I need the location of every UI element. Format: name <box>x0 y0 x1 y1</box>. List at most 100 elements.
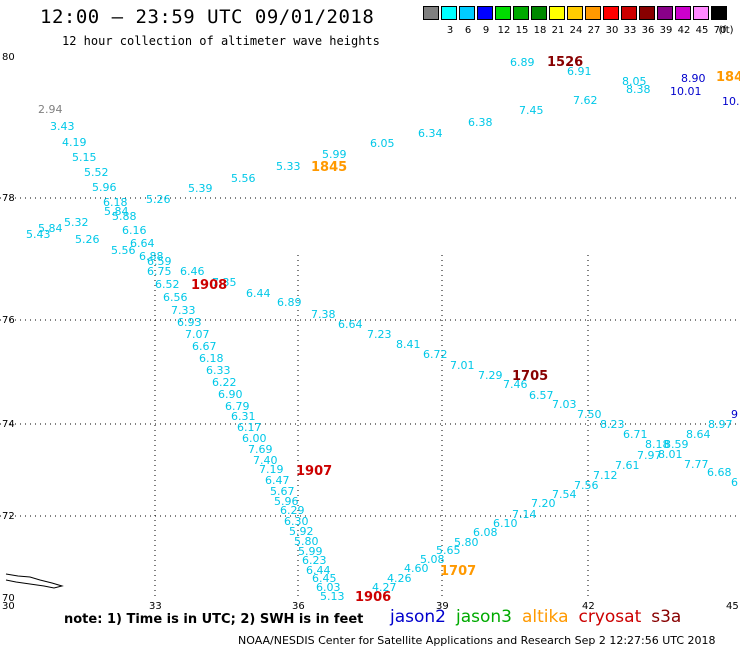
swh-value: 6.91 <box>567 65 592 78</box>
map-title: 12:00 — 23:59 UTC 09/01/2018 <box>40 6 375 28</box>
pass-time: 1526 <box>547 55 583 70</box>
credits-footer: NOAA/NESDIS Center for Satellite Applica… <box>238 634 716 647</box>
swh-value: 6.64 <box>338 318 363 331</box>
swh-value: 7.12 <box>593 469 618 482</box>
swh-value: 7.61 <box>615 459 640 472</box>
swh-value: 5.65 <box>436 544 461 557</box>
scale-swatch <box>567 6 583 20</box>
swh-value: 7.01 <box>450 359 475 372</box>
scale-swatch <box>585 6 601 20</box>
swh-value: 6.88 <box>139 250 164 263</box>
lat-label: 70 <box>2 593 15 604</box>
swh-value: 2.94 <box>38 103 63 116</box>
swh-value: 6.79 <box>225 400 250 413</box>
swh-value: 7.56 <box>574 479 599 492</box>
swh-value: 6.64 <box>130 237 155 250</box>
scale-swatch <box>459 6 475 20</box>
pass-time: 1907 <box>296 464 332 479</box>
scale-label: 6 <box>464 25 472 36</box>
swh-value: 6.38 <box>468 116 493 129</box>
swh-value: 5.13 <box>320 590 345 603</box>
swh-value: 5.39 <box>188 182 213 195</box>
swh-value: 5.56 <box>111 244 136 257</box>
lat-label: 76 <box>2 315 15 326</box>
scale-swatch <box>675 6 691 20</box>
swh-value: 5.56 <box>231 172 256 185</box>
scale-label: 30 <box>605 25 619 36</box>
swh-value: 5.92 <box>289 525 314 538</box>
swh-value: 6.18 <box>199 352 224 365</box>
pass-time: 184 <box>716 70 740 85</box>
observations: 2.943.434.195.155.525.966.185.845.886.16… <box>26 55 740 605</box>
lat-lon-grid <box>0 197 740 598</box>
swh-value: 7.29 <box>478 369 503 382</box>
swh-value: 10.01 <box>670 85 702 98</box>
swh-value: 7.33 <box>171 304 196 317</box>
swh-value: 6.34 <box>418 127 443 140</box>
scale-label: 36 <box>641 25 655 36</box>
pass-time: 1707 <box>440 564 476 579</box>
swh-value: 8.64 <box>686 428 711 441</box>
swh-value: 6.93 <box>177 316 202 329</box>
swh-value: 7.23 <box>367 328 392 341</box>
swh-value: 6.57 <box>529 389 554 402</box>
swh-value: 6.03 <box>316 581 341 594</box>
lon-label: 36 <box>292 601 305 612</box>
scale-swatch <box>441 6 457 20</box>
swh-value: 7.19 <box>259 463 284 476</box>
swh-value: 7.62 <box>573 94 598 107</box>
scale-swatch <box>513 6 529 20</box>
lat-label: 80 <box>2 52 15 63</box>
scale-swatch <box>657 6 673 20</box>
swh-value: 6.89 <box>277 296 302 309</box>
swh-value: 7.77 <box>684 458 709 471</box>
swh-value: 6.56 <box>163 291 188 304</box>
scale-label: 70 <box>713 25 727 36</box>
swh-value: 8.90 <box>681 72 706 85</box>
scale-label: 42 <box>677 25 691 36</box>
swh-value: 7.35 <box>212 276 237 289</box>
sat-jason3: jason3 <box>456 607 512 627</box>
scale-label: 9 <box>482 25 490 36</box>
coastline <box>5 573 64 589</box>
swh-value: 4.26 <box>387 572 412 585</box>
swh-value: 5.52 <box>84 166 109 179</box>
scale-label: 27 <box>587 25 601 36</box>
swh-value: 8.05 <box>622 75 647 88</box>
satellite-legend: jason2 jason3 altika cryosat s3a <box>390 607 691 627</box>
map-subtitle: 12 hour collection of altimeter wave hei… <box>62 34 380 48</box>
swh-value: 6.45 <box>312 572 337 585</box>
swh-value: 8.97 <box>708 418 733 431</box>
lat-label: 72 <box>2 511 15 522</box>
scale-swatch <box>495 6 511 20</box>
swh-value: 7.20 <box>531 497 556 510</box>
sat-s3a: s3a <box>651 607 682 627</box>
swh-value: 9 <box>731 408 738 421</box>
swh-value: 4.19 <box>62 136 87 149</box>
swh-value: 6.68 <box>707 466 732 479</box>
pass-time: 1845 <box>311 160 347 175</box>
sat-altika: altika <box>522 607 569 627</box>
pass-time: 1908 <box>191 278 227 293</box>
lon-label: 30 <box>2 601 15 612</box>
swh-value: 5.99 <box>298 545 323 558</box>
scale-label: 15 <box>515 25 529 36</box>
swh-value: 5.88 <box>112 210 137 223</box>
swh-value: 6.10 <box>493 517 518 530</box>
swh-value: 6.44 <box>306 564 331 577</box>
swh-value: 4.27 <box>372 581 397 594</box>
swh-value: 5.26 <box>75 233 100 246</box>
lon-label: 42 <box>582 601 595 612</box>
swh-value: 6.44 <box>246 287 271 300</box>
pass-time: 1906 <box>355 590 391 605</box>
swh-value: 6.75 <box>147 265 172 278</box>
swh-value: 8.01 <box>658 448 683 461</box>
swh-value: 6.52 <box>155 278 180 291</box>
swh-value: 6 <box>731 476 738 489</box>
swh-value: 5.80 <box>294 535 319 548</box>
swh-value: 4.60 <box>404 562 429 575</box>
swh-value: 7.40 <box>253 454 278 467</box>
